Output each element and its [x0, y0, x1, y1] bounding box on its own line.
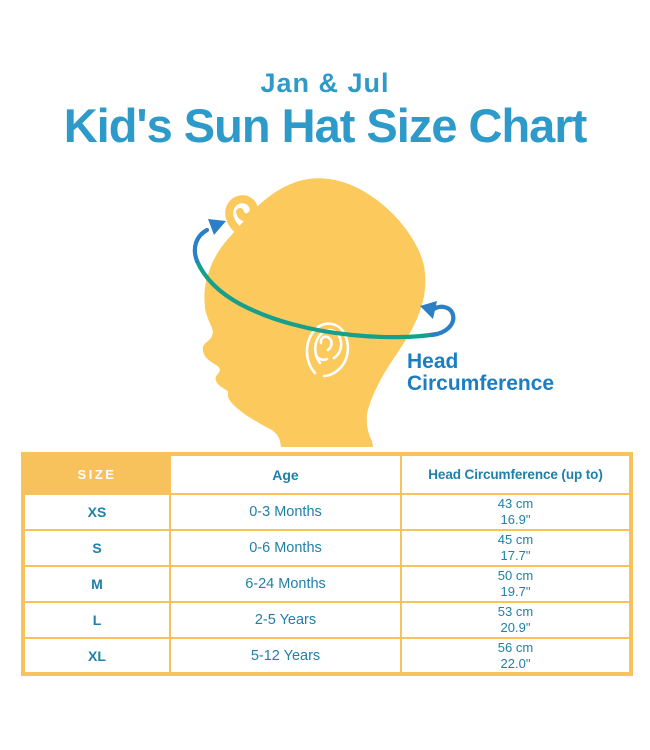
table-header-row: SIZE Age Head Circumference (up to): [22, 453, 632, 495]
size-cell: XS: [22, 493, 171, 531]
age-cell: 0-6 Months: [169, 529, 402, 567]
table-row-l: L 2-5 Years 53 cm 20.9": [22, 601, 632, 639]
circumference-inch: 16.9": [500, 512, 531, 527]
circumference-cell: 43 cm 16.9": [400, 493, 632, 531]
table-row-s: S 0-6 Months 45 cm 17.7": [22, 529, 632, 567]
circumference-inch: 22.0": [500, 655, 531, 671]
circumference-cm: 45 cm: [497, 532, 534, 547]
hair-curl-icon: [225, 195, 258, 232]
circumference-cm: 50 cm: [497, 568, 534, 583]
circumference-cell: 53 cm 20.9": [400, 601, 632, 639]
head-circumference-label-line1: Head: [407, 350, 459, 373]
head-circumference-label: Head Circumference: [407, 351, 554, 395]
child-head-silhouette-icon: [202, 178, 426, 448]
age-cell: 0-3 Months: [169, 493, 402, 531]
column-header-head-circumference: Head Circumference (up to): [400, 453, 632, 495]
size-cell: S: [22, 529, 171, 567]
circumference-cell: 45 cm 17.7": [400, 529, 632, 567]
circumference-cm: 53 cm: [497, 604, 534, 619]
table-row-xs: XS 0-3 Months 43 cm 16.9": [22, 493, 632, 531]
circumference-cell: 50 cm 19.7": [400, 565, 632, 603]
measuring-loop-arrow-icon: [192, 219, 456, 340]
table-row-m: M 6-24 Months 50 cm 19.7": [22, 565, 632, 603]
size-cell: L: [22, 601, 171, 639]
age-cell: 2-5 Years: [169, 601, 402, 639]
circumference-inch: 19.7": [500, 584, 531, 599]
page-title: Kid's Sun Hat Size Chart: [63, 99, 588, 152]
column-header-size: SIZE: [22, 453, 171, 495]
size-cell: M: [22, 565, 171, 603]
brand-name: Jan & Jul: [260, 68, 390, 98]
size-cell: XL: [22, 637, 171, 675]
table-row-xl: XL 5-12 Years 56 cm 22.0": [22, 637, 632, 675]
circumference-cell: 56 cm 22.0": [400, 637, 632, 675]
circumference-cm: 43 cm: [497, 496, 534, 511]
age-cell: 5-12 Years: [169, 637, 402, 675]
head-measurement-illustration: [192, 178, 456, 448]
column-header-age: Age: [169, 453, 402, 495]
circumference-cm: 56 cm: [497, 639, 534, 655]
circumference-inch: 20.9": [500, 620, 531, 635]
age-cell: 6-24 Months: [169, 565, 402, 603]
head-circumference-label-line2: Circumference: [407, 372, 555, 395]
circumference-inch: 17.7": [500, 548, 531, 563]
size-chart-table: SIZE Age Head Circumference (up to) XS 0…: [21, 452, 633, 676]
